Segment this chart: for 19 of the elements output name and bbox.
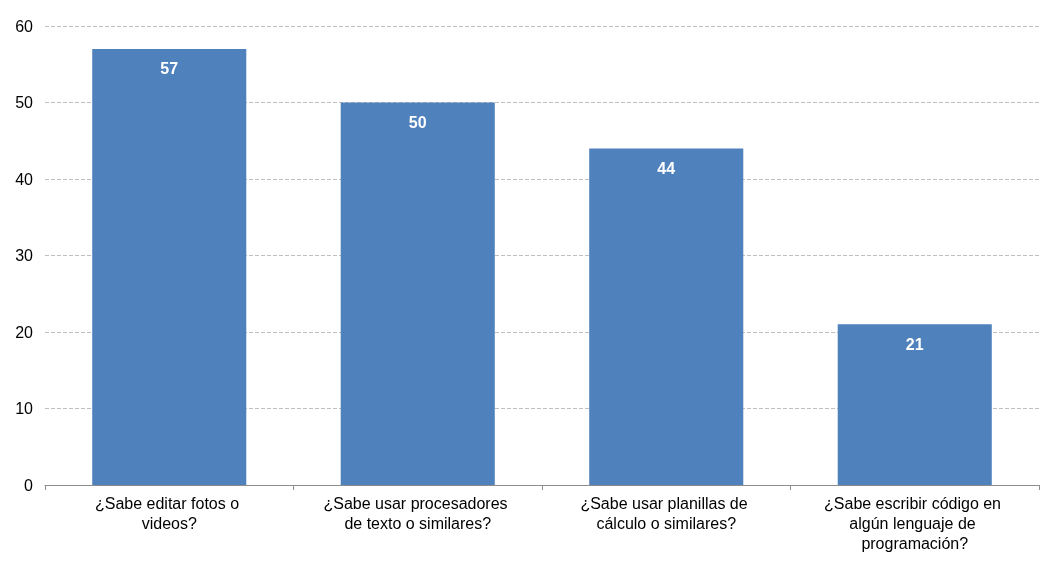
bar <box>837 324 992 485</box>
y-tick-label: 10 <box>15 400 34 417</box>
y-tick-label: 30 <box>15 247 34 264</box>
data-label: 44 <box>657 159 676 177</box>
data-label: 50 <box>408 114 427 131</box>
data-label: 21 <box>905 335 924 353</box>
y-tick-label: 60 <box>15 17 34 35</box>
x-tick-label: ¿Sabe usar procesadores de texto o similares? <box>323 494 513 532</box>
bar <box>340 102 495 485</box>
x-tick-label: ¿Sabe escribir código en algún lenguaje de programación? <box>824 494 1006 552</box>
y-tick-label: 50 <box>15 94 34 111</box>
x-tick-label: ¿Sabe usar planillas de cálculo o similares? <box>580 494 753 532</box>
y-tick-label: 40 <box>15 170 34 188</box>
data-label: 57 <box>160 60 179 78</box>
y-tick-label: 20 <box>15 323 34 341</box>
x-tick-label: ¿Sabe editar fotos o videos? <box>94 494 244 532</box>
bar <box>92 48 247 485</box>
bar <box>589 148 744 485</box>
y-tick-label: 0 <box>24 476 34 494</box>
